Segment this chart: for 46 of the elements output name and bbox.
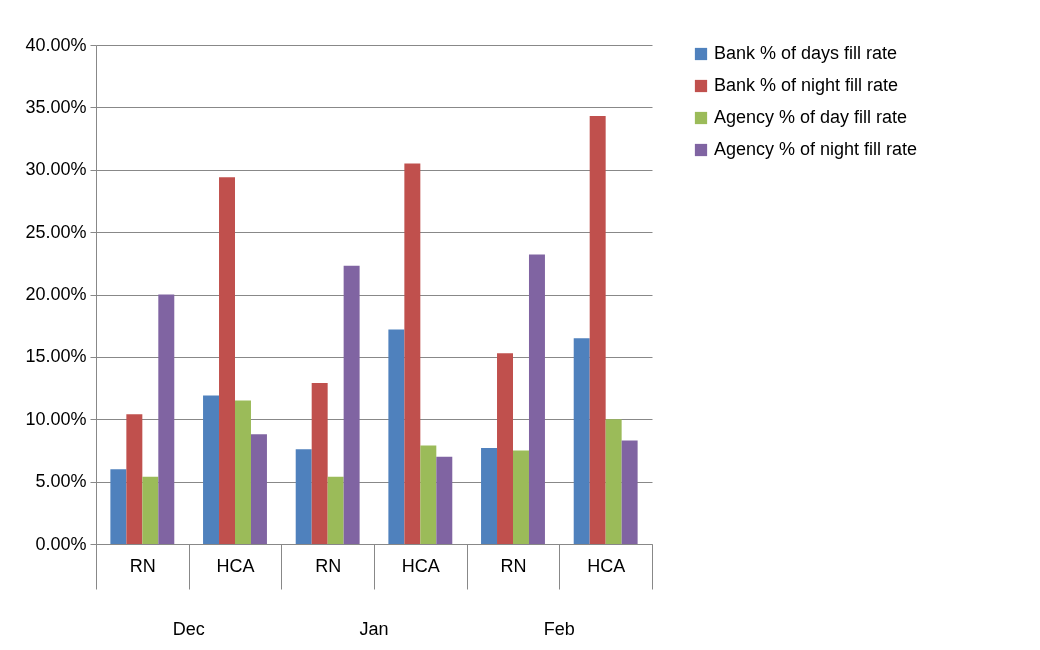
x-tick-label: RN [500,555,527,576]
y-tick-label: 35.00% [25,96,87,117]
bar [404,163,421,544]
bar [573,338,590,544]
bar [605,419,622,544]
y-tick-label: 15.00% [25,346,87,367]
y-tick-label: 30.00% [25,159,87,180]
bar [621,440,638,544]
y-tick-label: 5.00% [35,471,87,492]
text: Jan [359,619,389,639]
bar [436,456,453,544]
bar [250,434,267,544]
bar [388,329,405,544]
bar [589,116,606,544]
bar [235,400,251,544]
bar [110,469,127,544]
bar [420,445,437,544]
bar [295,449,312,544]
bar [126,414,143,544]
bar [343,265,360,544]
y-tick-label: 0.00% [35,533,87,554]
x-tick-label: HCA [216,555,255,576]
text: Feb [543,619,575,639]
legend-label: Bank % of night fill rate [714,75,899,95]
y-tick-label: 25.00% [25,221,87,242]
legend-label: Agency % of night fill rate [714,139,918,159]
y-tick-label: 20.00% [25,284,87,304]
y-tick-label: 10.00% [25,408,87,429]
bar [158,294,175,544]
bar [528,254,545,544]
bar [311,383,328,544]
bar [497,353,513,544]
bar [513,450,529,544]
x-tick-label: RN [129,555,156,576]
bar [142,476,159,544]
legend-label: Bank % of days fill rate [714,43,898,63]
text: Dec [172,619,205,639]
x-tick-label: HCA [587,555,626,576]
bar [327,476,344,544]
y-tick-label: 40.00% [25,34,87,55]
bar [203,395,220,544]
bar [481,447,498,544]
x-tick-label: HCA [401,555,440,576]
x-tick-label: RN [315,555,342,576]
legend-label: Agency % of day fill rate [714,107,908,127]
bar [219,177,235,544]
